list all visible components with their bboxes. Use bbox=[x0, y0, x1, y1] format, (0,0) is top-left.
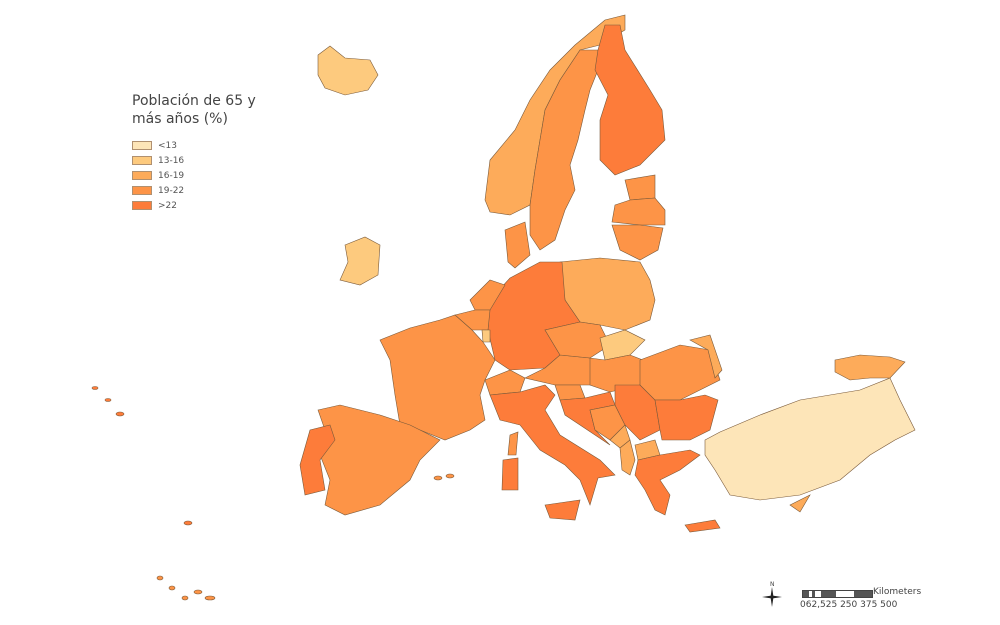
region-spain bbox=[156, 575, 164, 581]
legend-label: <13 bbox=[158, 140, 177, 151]
region-iceland bbox=[317, 45, 379, 96]
region-france bbox=[379, 314, 496, 441]
legend-swatch bbox=[132, 156, 152, 165]
legend-item: >22 bbox=[132, 198, 272, 213]
region-france bbox=[507, 431, 519, 456]
legend: Población de 65 y más años (%) <13 13-16 1… bbox=[132, 92, 272, 213]
region-portugal bbox=[299, 424, 336, 496]
region-luxembourg bbox=[481, 329, 491, 343]
region-italy bbox=[489, 384, 616, 506]
region-spain bbox=[168, 585, 176, 591]
region-lithuania bbox=[611, 224, 664, 261]
region-finland bbox=[594, 24, 666, 176]
region-albania bbox=[619, 439, 636, 476]
region-spain bbox=[445, 473, 455, 479]
region-portugal bbox=[183, 520, 193, 526]
region-spain bbox=[317, 404, 441, 516]
legend-label: >22 bbox=[158, 200, 177, 211]
north-label: N bbox=[770, 581, 775, 588]
region-slovakia bbox=[599, 329, 646, 361]
region-portugal bbox=[115, 411, 125, 417]
region-ireland bbox=[339, 236, 381, 286]
scale-bar-graphic bbox=[802, 590, 873, 598]
region-slovenia bbox=[554, 384, 586, 401]
region-estonia bbox=[624, 174, 656, 201]
region-greece bbox=[634, 449, 701, 516]
region-netherlands bbox=[469, 279, 506, 311]
region-spain bbox=[193, 589, 203, 595]
region-italy bbox=[501, 457, 519, 491]
legend-swatch bbox=[132, 171, 152, 180]
region-moldova bbox=[689, 334, 723, 379]
region-spain bbox=[433, 475, 443, 481]
scale-unit: Kilometers bbox=[873, 587, 922, 597]
region-latvia bbox=[611, 197, 666, 226]
legend-label: 16-19 bbox=[158, 170, 185, 181]
region-portugal bbox=[91, 386, 99, 390]
region-spain bbox=[181, 595, 189, 601]
north-arrow-icon bbox=[762, 587, 782, 607]
legend-item: <13 bbox=[132, 138, 272, 153]
legend-swatch bbox=[132, 201, 152, 210]
region-bulgaria bbox=[654, 394, 719, 441]
region-italy bbox=[544, 499, 581, 521]
legend-swatch bbox=[132, 141, 152, 150]
region-romania bbox=[639, 344, 721, 401]
region-sweden bbox=[529, 49, 601, 251]
region-cyprus bbox=[789, 494, 811, 513]
legend-swatch bbox=[132, 186, 152, 195]
legend-item: 13-16 bbox=[132, 153, 272, 168]
region-spain bbox=[204, 595, 216, 601]
scale-ticks: 062,525 250 375 500 bbox=[800, 600, 898, 610]
legend-item: 16-19 bbox=[132, 168, 272, 183]
region-portugal bbox=[104, 398, 112, 402]
legend-label: 19-22 bbox=[158, 185, 185, 196]
region-turkey bbox=[704, 377, 916, 501]
region-denmark bbox=[504, 221, 531, 269]
region-greece bbox=[684, 519, 721, 533]
region-georgia bbox=[834, 354, 906, 381]
legend-title: Población de 65 y más años (%) bbox=[132, 93, 256, 127]
legend-item: 19-22 bbox=[132, 183, 272, 198]
region-switzerland bbox=[484, 369, 526, 396]
legend-label: 13-16 bbox=[158, 155, 185, 166]
